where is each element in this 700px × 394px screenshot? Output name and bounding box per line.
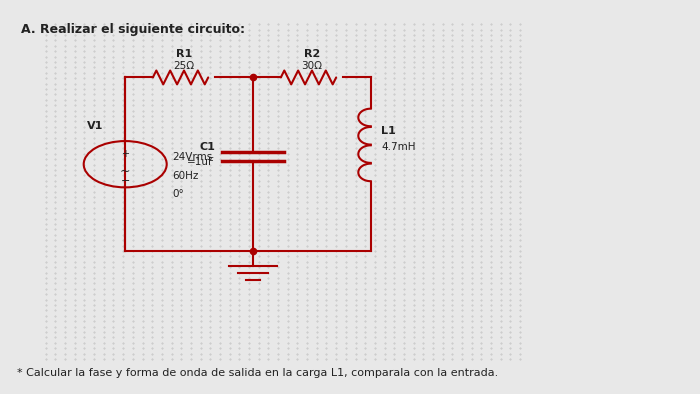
Text: 24Vrms: 24Vrms xyxy=(172,152,213,162)
Text: A. Realizar el siguiente circuito:: A. Realizar el siguiente circuito: xyxy=(22,24,246,37)
Text: V1: V1 xyxy=(88,121,104,132)
Text: R2: R2 xyxy=(304,49,320,59)
Text: L1: L1 xyxy=(381,126,396,136)
Text: 25Ω: 25Ω xyxy=(174,61,195,71)
Text: 4.7mH: 4.7mH xyxy=(381,142,416,152)
Text: * Calcular la fase y forma de onda de salida en la carga L1, comparala con la en: * Calcular la fase y forma de onda de sa… xyxy=(17,368,498,378)
Text: =1uF: =1uF xyxy=(188,157,215,167)
Text: +: + xyxy=(121,149,130,159)
Text: 0°: 0° xyxy=(172,189,184,199)
Text: 60Hz: 60Hz xyxy=(172,171,199,181)
Text: C1: C1 xyxy=(199,142,215,152)
Text: 30Ω: 30Ω xyxy=(302,61,323,71)
Text: R1: R1 xyxy=(176,49,192,59)
Text: −: − xyxy=(120,176,130,186)
Text: ~: ~ xyxy=(120,165,130,178)
